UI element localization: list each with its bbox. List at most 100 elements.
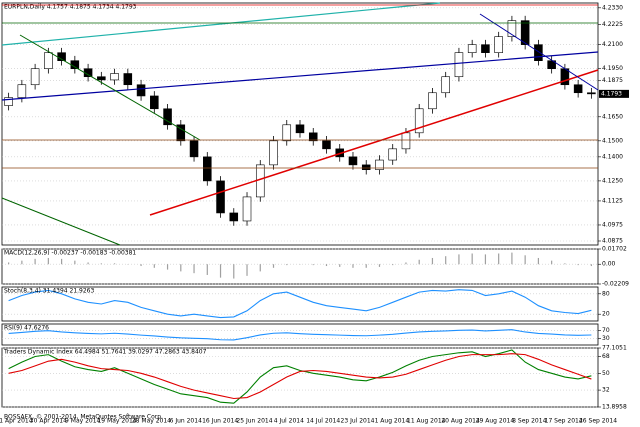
trendline xyxy=(1,51,599,101)
histogram-bar xyxy=(246,264,248,276)
y-tick-label: 4.1125 xyxy=(602,197,623,204)
histogram-bar xyxy=(564,263,566,265)
histogram-bar xyxy=(498,253,500,265)
histogram-bar xyxy=(590,264,592,267)
histogram-bar xyxy=(47,257,49,265)
x-tick-label: 19 May 2014 xyxy=(97,418,136,425)
candle-body xyxy=(388,148,397,161)
y-tick-label: 4.1400 xyxy=(602,153,623,160)
histogram-bar xyxy=(8,262,10,265)
panel-title: RSI(9) 47.6276 xyxy=(4,325,49,332)
candle-body xyxy=(348,156,358,166)
x-tick-label: 21 Apr 2014 xyxy=(0,418,33,425)
histogram-bar xyxy=(21,260,23,265)
candle-body xyxy=(189,140,199,158)
trendline xyxy=(1,2,441,46)
y-tick-label: 68 xyxy=(602,353,610,360)
candle-body xyxy=(269,140,278,166)
candle-body xyxy=(534,44,543,61)
x-tick-label: 8 Sep 2014 xyxy=(512,418,546,425)
indicator-line xyxy=(8,329,592,341)
candle-body xyxy=(216,180,225,214)
candle-body xyxy=(507,20,517,37)
histogram-bar xyxy=(551,260,553,265)
histogram-bar xyxy=(34,258,36,265)
y-tick-label: 4.2100 xyxy=(602,41,623,48)
panel-frame xyxy=(1,286,599,322)
histogram-bar xyxy=(113,263,116,265)
candle-body xyxy=(587,92,596,95)
histogram-bar xyxy=(445,256,447,265)
candle-body xyxy=(441,76,450,94)
histogram-bar xyxy=(87,262,89,265)
y-tick-label: 4.2330 xyxy=(602,4,623,11)
candle-body xyxy=(4,97,13,106)
indicator-line xyxy=(8,289,592,319)
candle-body xyxy=(242,196,252,222)
y-tick-label: 0.00 xyxy=(602,261,616,268)
candle-body xyxy=(401,132,411,150)
x-tick-label: 4 Jul 2014 xyxy=(274,418,304,425)
histogram-bar xyxy=(484,254,487,265)
histogram-bar xyxy=(405,262,407,265)
x-tick-label: 28 May 2014 xyxy=(132,418,171,425)
histogram-bar xyxy=(577,264,579,266)
candle-body xyxy=(295,124,305,134)
histogram-bar xyxy=(272,264,275,268)
candle-body xyxy=(97,76,106,81)
x-tick-label: 1 Aug 2014 xyxy=(375,418,410,425)
x-tick-label: 30 Apr 2014 xyxy=(30,418,67,425)
histogram-bar xyxy=(524,255,526,265)
y-tick-label: 80 xyxy=(602,290,610,297)
panel-frame xyxy=(1,347,599,408)
histogram-bar xyxy=(193,264,195,274)
histogram-bar xyxy=(431,257,434,265)
panel-title: MACD(12,26,9) -0.00237 -0.00183 -0.00381 xyxy=(4,250,136,257)
last-price-label: 4.1793 xyxy=(601,90,622,97)
panel-title: EURPLN,Daily 4.1757 4.1875 4.1734 4.1793 xyxy=(4,4,137,11)
candle-body xyxy=(163,108,172,126)
x-tick-label: 29 Aug 2014 xyxy=(476,418,515,425)
indicator-line xyxy=(8,349,592,404)
candle-body xyxy=(520,20,530,45)
histogram-bar xyxy=(378,264,381,267)
histogram-bar xyxy=(325,264,328,267)
histogram-bar xyxy=(100,263,102,265)
candle-body xyxy=(44,52,53,70)
x-tick-label: 20 Aug 2014 xyxy=(441,418,480,425)
y-tick-label: -0.02209 xyxy=(602,281,629,288)
histogram-bar xyxy=(259,264,261,272)
candle-body xyxy=(30,68,40,86)
histogram-bar xyxy=(180,264,182,272)
candle-body xyxy=(282,124,292,142)
indicator-line xyxy=(8,353,592,400)
x-tick-label: 17 Sep 2014 xyxy=(545,418,583,425)
panel-title: Stoch(8,3,4) 31.4394 21.9263 xyxy=(4,288,95,295)
candle-body xyxy=(229,212,239,222)
candle-body xyxy=(428,92,437,110)
candle-body xyxy=(203,156,212,182)
trendline xyxy=(1,197,121,246)
panel: 4.2330 4.2225 4.2100 4.1950 4.1875 4.1650 4.15… xyxy=(0,2,629,425)
candle-body xyxy=(481,44,490,53)
x-tick-label: 9 May 2014 xyxy=(65,418,100,425)
y-tick-label: 4.2225 xyxy=(602,21,623,28)
trendline xyxy=(19,34,201,141)
x-tick-label: 23 Jul 2014 xyxy=(341,418,375,425)
candle-body xyxy=(414,108,424,134)
histogram-bar xyxy=(61,258,63,265)
histogram-bar xyxy=(352,264,354,268)
y-tick-label: 4.1875 xyxy=(602,77,623,84)
panel: 80 20 Stoch(8,3,4) 31.4394 21.9263 xyxy=(1,286,610,322)
candle-body xyxy=(361,164,371,170)
histogram-bar xyxy=(166,264,169,270)
x-tick-label: 26 Sep 2014 xyxy=(579,418,617,425)
trendline xyxy=(479,13,599,91)
histogram-bar xyxy=(312,264,314,266)
panel-title: Traders Dynamic Index 64.4984 51.7641 39… xyxy=(3,349,207,356)
x-tick-label: 16 Jun 2014 xyxy=(202,418,238,425)
histogram-bar xyxy=(392,264,394,266)
